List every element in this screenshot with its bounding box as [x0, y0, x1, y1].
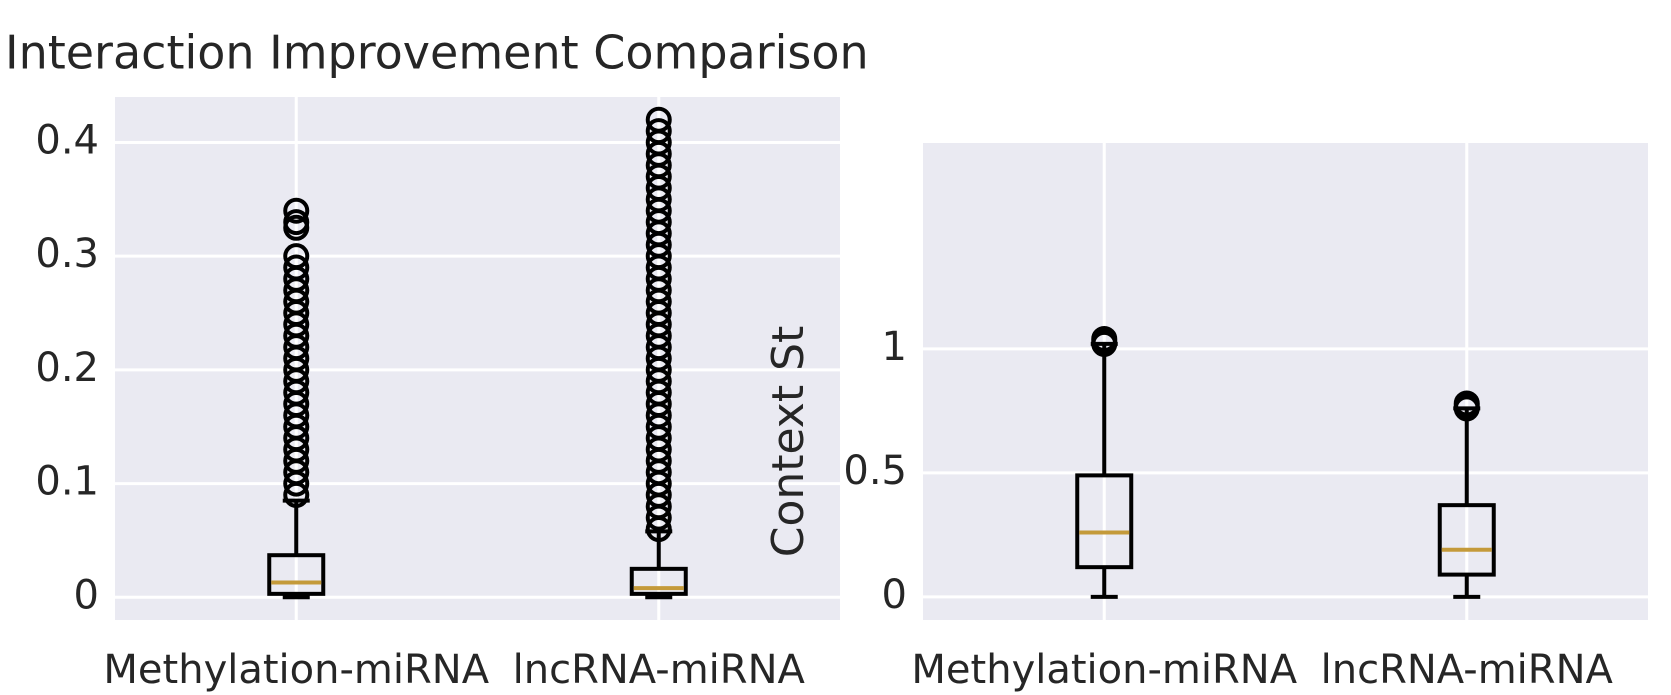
outlier: [645, 106, 672, 133]
outlier: [645, 118, 672, 145]
x-tick-label: Methylation-miRNA: [103, 647, 489, 693]
x-tick-label: lncRNA-miRNA: [513, 647, 806, 693]
y-tick-label: 0.5: [843, 448, 907, 494]
box: [267, 553, 326, 596]
box: [629, 566, 688, 596]
plot-background: [115, 97, 840, 620]
x-tick-label: lncRNA-miRNA: [1321, 647, 1614, 693]
outlier: [283, 254, 310, 281]
outlier: [283, 197, 310, 224]
y-tick-label: 1: [882, 324, 907, 370]
chart-title: Interaction Improvement Comparison: [5, 26, 869, 80]
y-tick-label: 0.3: [35, 231, 99, 277]
outlier: [283, 209, 310, 236]
plot-background: [923, 143, 1648, 620]
y-tick-label: 0.4: [35, 117, 99, 163]
x-tick-label: Methylation-miRNA: [911, 647, 1297, 693]
y-tick-label: 0: [74, 572, 99, 618]
outlier: [283, 243, 310, 270]
y-tick-label: 0.2: [35, 345, 99, 391]
y-axis-label: Context St: [763, 326, 814, 558]
box: [1075, 473, 1134, 570]
box: [1437, 503, 1496, 577]
y-tick-label: 0: [882, 572, 907, 618]
y-tick-label: 0.1: [35, 459, 99, 505]
